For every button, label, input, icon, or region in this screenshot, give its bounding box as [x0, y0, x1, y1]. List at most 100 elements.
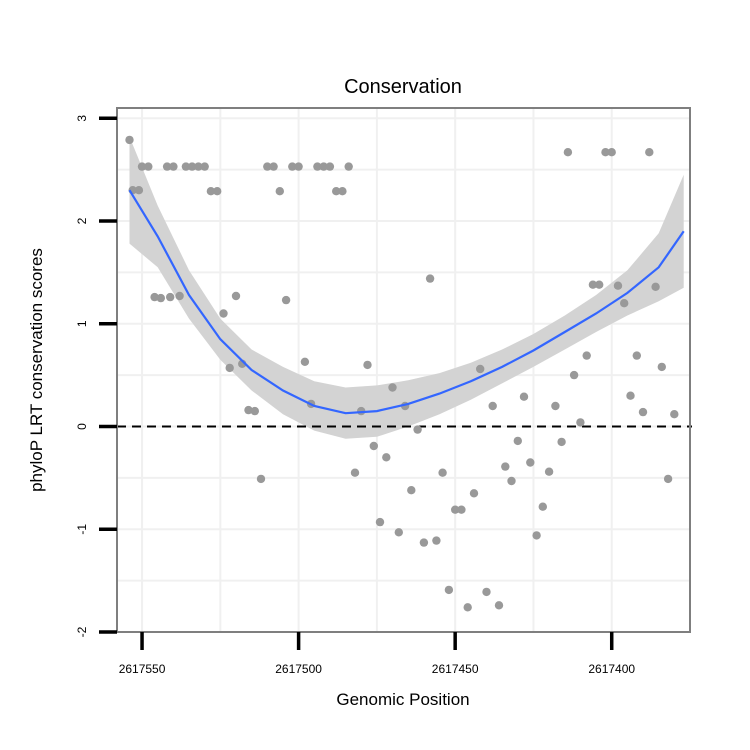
data-point	[538, 502, 547, 511]
data-point	[256, 474, 266, 484]
data-point	[425, 274, 435, 283]
data-point	[469, 489, 479, 498]
data-point	[657, 362, 666, 372]
data-point	[451, 505, 460, 514]
smooth-line	[128, 189, 685, 415]
data-point	[263, 162, 272, 171]
data-point	[181, 162, 191, 171]
y-tick-label: 2	[75, 217, 89, 224]
data-point	[569, 370, 579, 380]
data-point	[156, 293, 165, 303]
data-point	[588, 280, 598, 289]
data-point	[620, 299, 629, 308]
data-point	[231, 291, 241, 301]
data-point	[463, 603, 472, 612]
data-point	[194, 162, 203, 171]
data-point	[607, 148, 616, 157]
confidence-ribbon	[129, 136, 684, 439]
data-point	[250, 406, 259, 416]
data-point	[281, 295, 291, 305]
x-axis-label: Genomic Position	[336, 690, 469, 709]
chart-title: Conservation	[344, 76, 462, 98]
data-point	[187, 162, 197, 171]
data-point	[294, 162, 303, 171]
data-point	[626, 391, 635, 400]
data-point	[269, 162, 278, 171]
data-point	[200, 162, 209, 171]
data-point	[544, 467, 554, 476]
data-point	[219, 309, 228, 318]
data-point	[595, 280, 604, 289]
data-point	[332, 187, 341, 196]
data-point	[632, 351, 641, 360]
data-point	[670, 410, 679, 419]
data-point	[413, 425, 422, 434]
y-tick-label: 3	[75, 115, 89, 122]
y-tick-label: 1	[75, 320, 89, 327]
data-point	[382, 453, 391, 462]
data-point	[407, 486, 416, 495]
data-point	[613, 281, 623, 290]
data-point	[344, 162, 353, 171]
data-point	[388, 383, 397, 392]
y-tick-label: 0	[75, 423, 89, 430]
data-point	[482, 587, 491, 597]
y-axis: -2 -1 0 1 2 3	[75, 115, 117, 637]
data-point	[563, 148, 573, 157]
data-points	[125, 135, 679, 612]
data-point	[375, 517, 385, 527]
data-point	[175, 291, 184, 301]
data-point	[582, 351, 591, 360]
data-point	[313, 162, 322, 171]
data-point	[134, 186, 144, 195]
y-axis-label: phyloP LRT conservation scores	[27, 248, 46, 492]
data-point	[125, 135, 134, 145]
data-point	[350, 468, 360, 477]
data-point	[494, 601, 504, 610]
data-point	[501, 462, 510, 471]
data-point	[601, 148, 610, 157]
data-point	[213, 187, 222, 196]
data-point	[532, 531, 541, 540]
data-point	[645, 148, 654, 157]
data-point	[225, 363, 234, 373]
data-point	[137, 162, 147, 171]
data-point	[150, 292, 159, 302]
data-point	[275, 187, 284, 196]
data-point	[432, 536, 441, 545]
data-point	[457, 505, 466, 514]
y-tick-label: -1	[75, 524, 89, 535]
grid	[117, 108, 690, 632]
data-point	[551, 401, 560, 411]
data-point	[663, 474, 673, 484]
x-tick-label: 2617400	[588, 662, 635, 676]
data-point	[513, 436, 522, 446]
data-point	[144, 162, 153, 171]
data-point	[651, 282, 660, 291]
data-point	[576, 418, 585, 427]
data-point	[300, 357, 310, 366]
data-point	[338, 187, 347, 196]
data-point	[519, 392, 529, 401]
data-point	[476, 364, 485, 374]
y-tick-label: -2	[75, 626, 89, 637]
data-point	[488, 401, 497, 411]
data-point	[438, 468, 447, 477]
data-point	[325, 162, 335, 171]
data-point	[507, 476, 516, 486]
data-point	[363, 360, 372, 370]
x-tick-label: 2617550	[119, 662, 166, 676]
data-point	[288, 162, 297, 171]
x-tick-label: 2617450	[432, 662, 479, 676]
data-point	[394, 528, 403, 537]
data-point	[638, 407, 648, 417]
data-point	[162, 162, 172, 171]
data-point	[166, 292, 175, 302]
plot-frame	[116, 107, 691, 633]
data-point	[206, 187, 216, 196]
x-tick-label: 2617500	[275, 662, 322, 676]
data-point	[557, 437, 566, 447]
data-point	[444, 585, 454, 595]
data-point	[369, 441, 378, 451]
